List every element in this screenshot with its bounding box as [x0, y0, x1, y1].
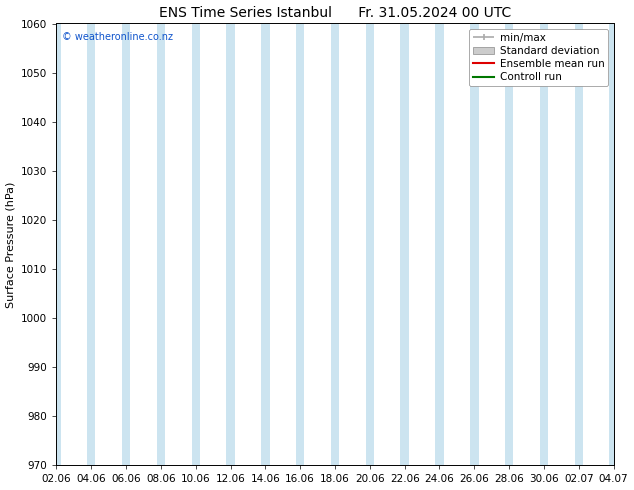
- Bar: [540, 24, 548, 465]
- Bar: [609, 24, 618, 465]
- Bar: [122, 24, 130, 465]
- Title: ENS Time Series Istanbul      Fr. 31.05.2024 00 UTC: ENS Time Series Istanbul Fr. 31.05.2024 …: [159, 5, 511, 20]
- Y-axis label: Surface Pressure (hPa): Surface Pressure (hPa): [6, 181, 16, 308]
- Bar: [226, 24, 235, 465]
- Bar: [87, 24, 95, 465]
- Bar: [470, 24, 479, 465]
- Bar: [52, 24, 61, 465]
- Bar: [436, 24, 444, 465]
- Bar: [574, 24, 583, 465]
- Bar: [331, 24, 339, 465]
- Bar: [191, 24, 200, 465]
- Bar: [505, 24, 514, 465]
- Bar: [157, 24, 165, 465]
- Bar: [366, 24, 374, 465]
- Text: © weatheronline.co.nz: © weatheronline.co.nz: [62, 32, 173, 42]
- Legend: min/max, Standard deviation, Ensemble mean run, Controll run: min/max, Standard deviation, Ensemble me…: [469, 29, 609, 86]
- Bar: [261, 24, 269, 465]
- Bar: [296, 24, 304, 465]
- Bar: [401, 24, 409, 465]
